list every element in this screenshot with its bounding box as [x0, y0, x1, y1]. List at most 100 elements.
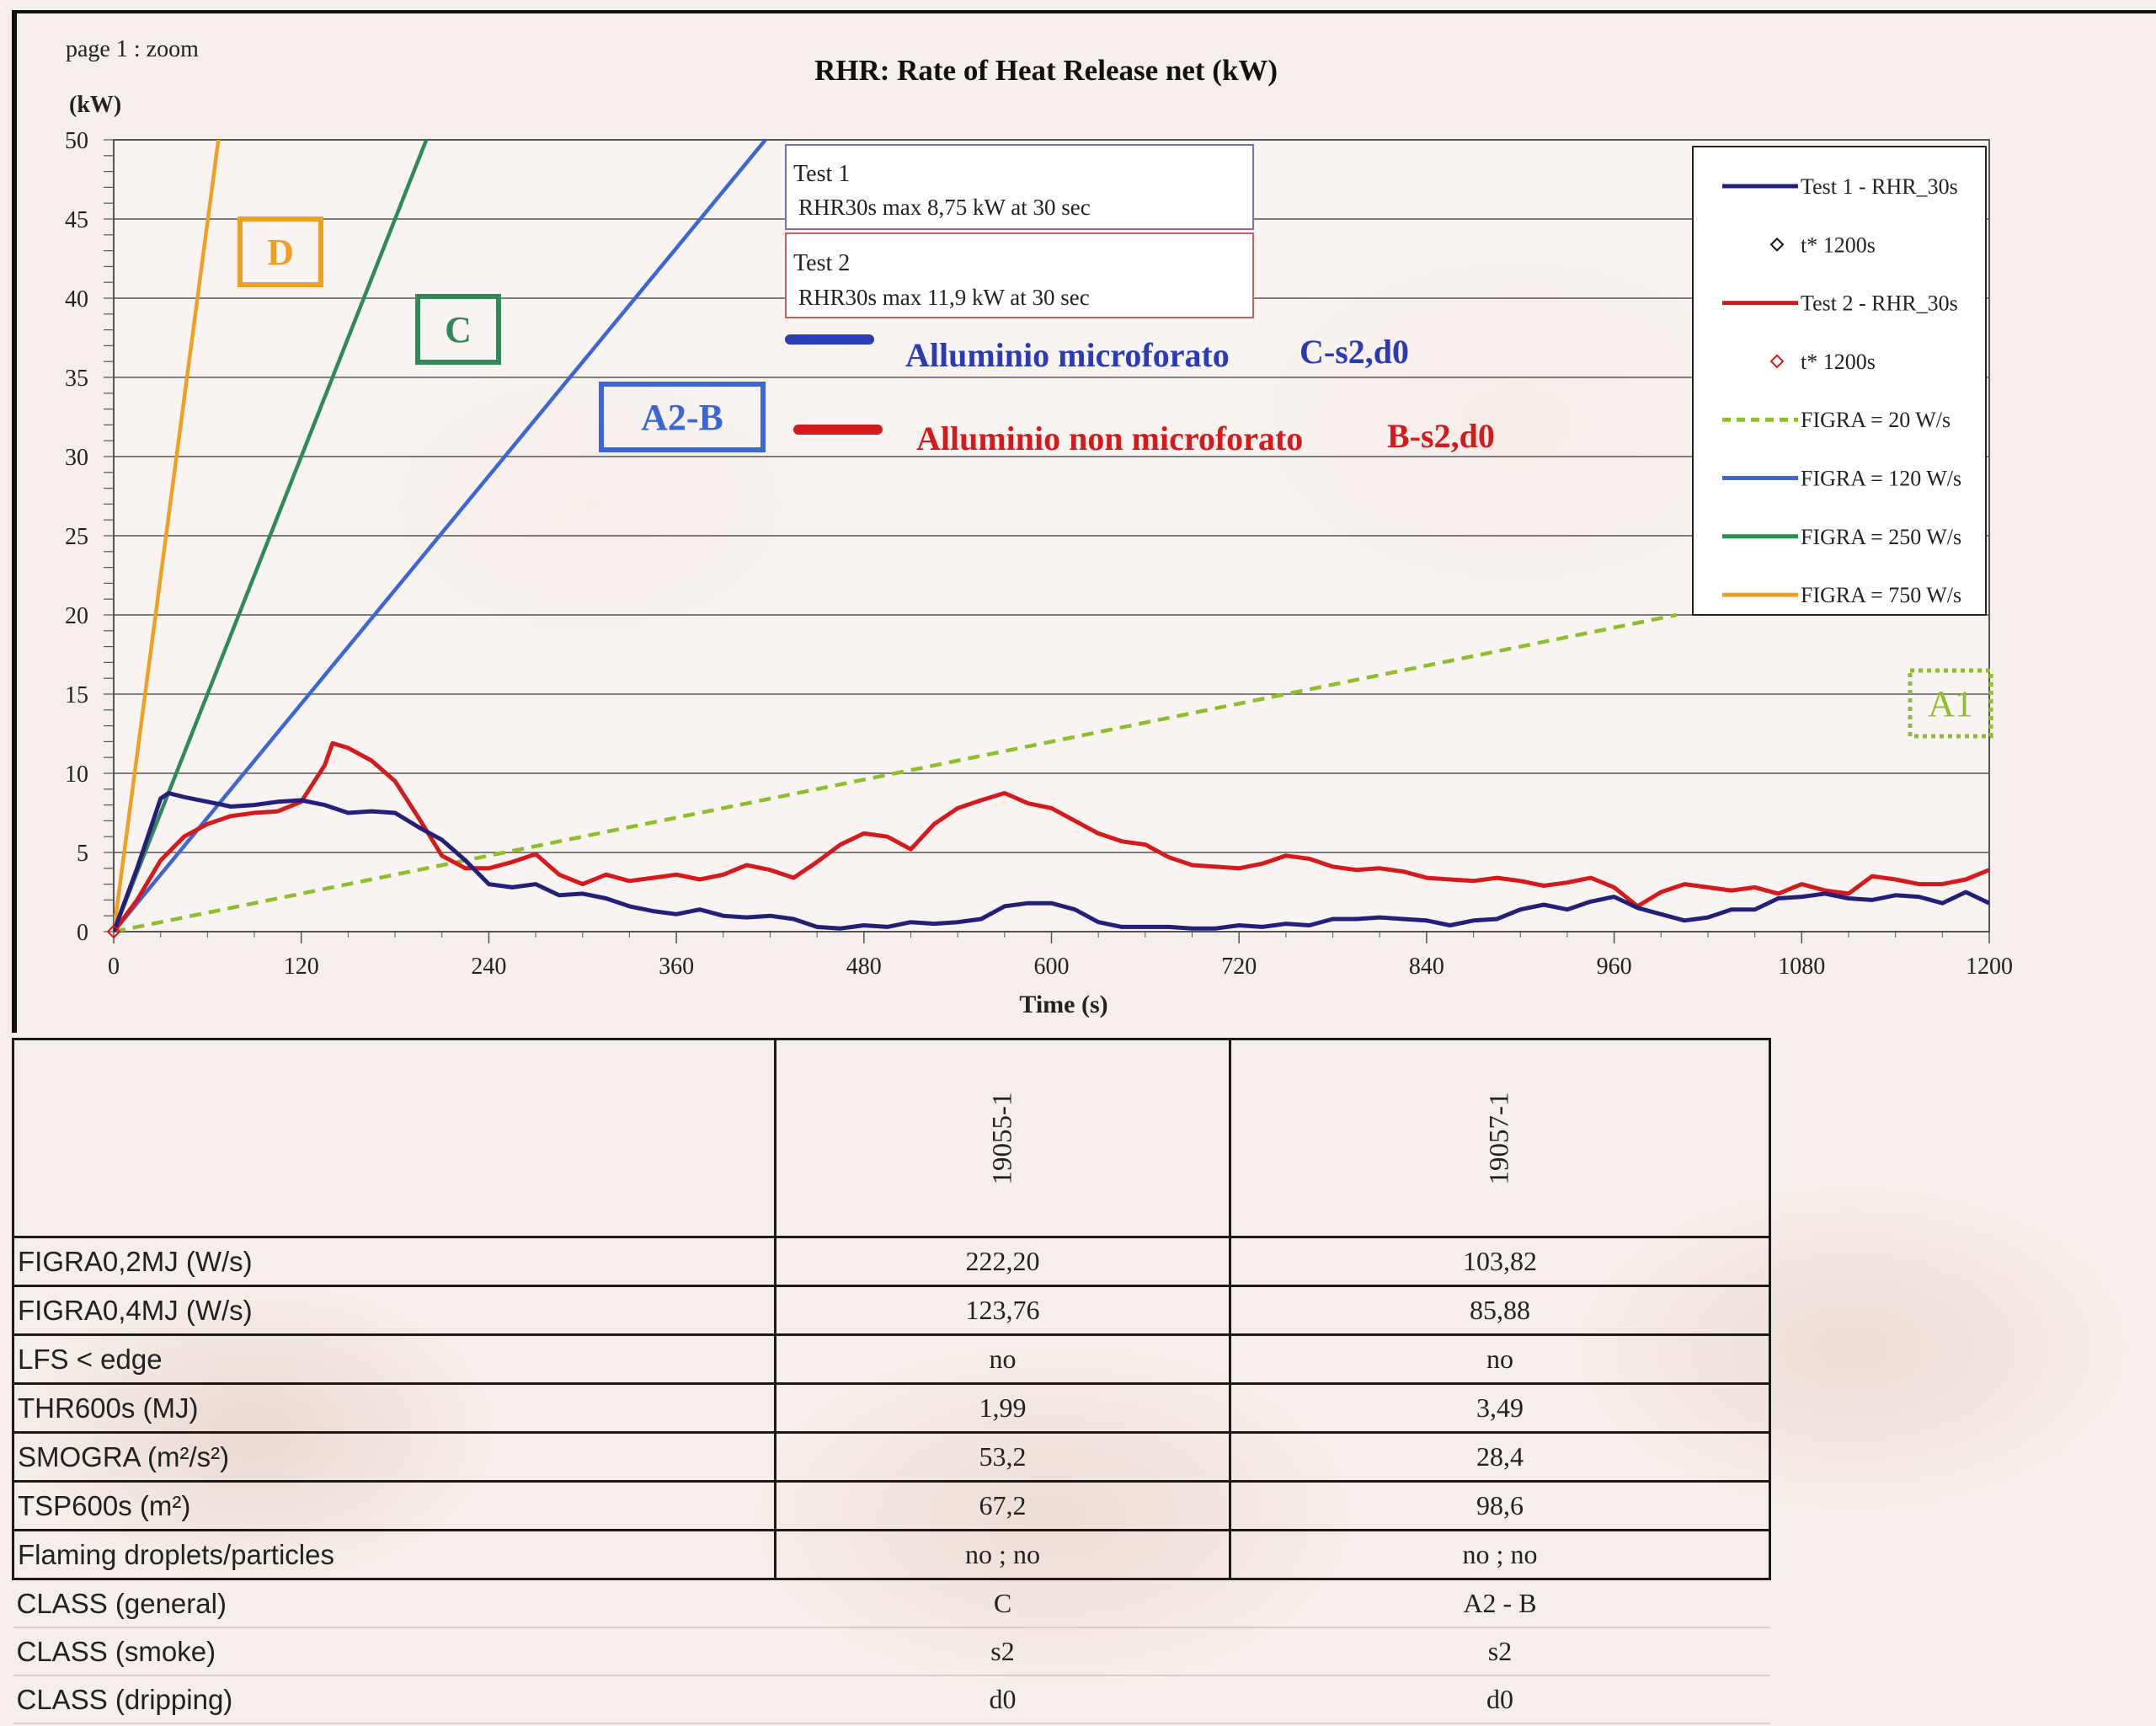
annotation-test-1: Test 1 RHR30s max 8,75 kW at 30 sec: [785, 144, 1254, 230]
row-label: THR600s (MJ): [12, 1382, 776, 1434]
class-box-c: C: [415, 294, 501, 365]
table-header-empty: [12, 1038, 776, 1238]
axes: 0 5 10 15 20 25 30 35 40 45 50 0 120 240 360 480 600 720 8…: [65, 128, 2013, 980]
cell-value: 123,76: [774, 1285, 1231, 1336]
row-label: FIGRA0,4MJ (W/s): [12, 1285, 776, 1336]
cell-value: C: [775, 1578, 1230, 1628]
table-row: FIGRA0,4MJ (W/s) 123,76 85,88: [12, 1285, 1771, 1336]
x-tick-label: 1200: [1966, 954, 2013, 980]
y-tick-label: 15: [65, 682, 88, 708]
y-tick-label: 20: [65, 603, 88, 629]
cell-value: d0: [1230, 1675, 1770, 1724]
svg-text:A2-B: A2-B: [641, 397, 723, 438]
svg-text:A1: A1: [1928, 683, 1973, 724]
y-tick-label: 0: [77, 920, 88, 946]
series-line-figra-250-w-s: [114, 140, 429, 932]
row-label: CLASS (general): [13, 1578, 776, 1628]
x-tick-label: 120: [284, 954, 319, 980]
legend-label: t* 1200s: [1801, 350, 1876, 374]
cell-value: s2: [775, 1627, 1230, 1676]
cell-value: s2: [1230, 1627, 1770, 1676]
cell-value: no ; no: [1229, 1529, 1771, 1580]
chart-panel: page 1 : zoom RHR: Rate of Heat Release …: [12, 10, 2156, 1033]
row-label: SMOGRA (m²/s²): [12, 1431, 776, 1483]
annotation-test-1-text: RHR30s max 8,75 kW at 30 sec: [798, 195, 1091, 220]
cell-value: no ; no: [774, 1529, 1231, 1580]
x-tick-label: 720: [1221, 954, 1257, 980]
table-column-header: 19055-1: [774, 1038, 1231, 1238]
table-row: CLASS (general) C A2 - B: [13, 1578, 1770, 1628]
svg-text:Alluminio microforato: Alluminio microforato: [905, 336, 1230, 374]
svg-text:Alluminio non microforato: Alluminio non microforato: [916, 419, 1303, 457]
x-tick-label: 840: [1409, 954, 1444, 980]
cell-value: 222,20: [774, 1236, 1231, 1287]
legend-item: FIGRA = 120 W/s: [1722, 467, 1961, 491]
legend: Test 1 - RHR_30s t* 1200s Test 2 - RHR_30s…: [1692, 146, 1987, 616]
table-row: Flaming droplets/particles no ; no no ; …: [12, 1529, 1771, 1580]
y-tick-label: 10: [65, 761, 88, 788]
table-row: CLASS (smoke) s2 s2: [13, 1627, 1770, 1676]
table-row: TSP600s (m²) 67,2 98,6: [12, 1480, 1771, 1531]
legend-item: t* 1200s: [1769, 232, 1876, 257]
svg-text:B-s2,d0: B-s2,d0: [1387, 417, 1495, 455]
class-box-d: D: [237, 216, 323, 287]
legend-label: FIGRA = 250 W/s: [1801, 525, 1961, 549]
y-tick-label: 30: [65, 445, 88, 471]
table-header-row: 19055-1 19057-1: [12, 1038, 1771, 1238]
legend-label: FIGRA = 120 W/s: [1801, 467, 1961, 491]
cell-value: 53,2: [774, 1431, 1231, 1483]
x-tick-label: 240: [471, 954, 506, 980]
table-row: CLASS (dripping) d0 d0: [13, 1675, 1770, 1724]
results-table: 19055-1 19057-1 FIGRA0,2MJ (W/s) 222,20 …: [12, 1038, 1771, 1724]
cell-value: A2 - B: [1230, 1578, 1770, 1628]
cell-value: 98,6: [1229, 1480, 1771, 1531]
y-tick-label: 45: [65, 207, 88, 233]
cell-value: 103,82: [1229, 1236, 1771, 1287]
legend-marker: [1769, 354, 1785, 369]
legend-label: Test 1 - RHR_30s: [1801, 174, 1958, 199]
x-tick-label: 360: [659, 954, 694, 980]
legend-label: FIGRA = 750 W/s: [1801, 583, 1961, 607]
svg-text:D: D: [267, 232, 294, 273]
row-label: FIGRA0,2MJ (W/s): [12, 1236, 776, 1287]
svg-text:C: C: [445, 309, 472, 350]
table-row: SMOGRA (m²/s²) 53,2 28,4: [12, 1431, 1771, 1483]
cell-value: no: [774, 1333, 1231, 1385]
legend-label: FIGRA = 20 W/s: [1801, 408, 1951, 432]
plot-series: [106, 140, 1989, 939]
series-line-test-1-rhr-30s: [114, 791, 1989, 932]
material-label-non-microforato: Alluminio non microforato B-s2,d0: [793, 417, 1495, 457]
table-row: THR600s (MJ) 1,99 3,49: [12, 1382, 1771, 1434]
x-tick-label: 600: [1034, 954, 1070, 980]
class-box-a2-b: A2-B: [599, 382, 766, 452]
cell-value: 28,4: [1229, 1431, 1771, 1483]
series-line-test-2-rhr-30s: [114, 740, 1989, 932]
x-tick-label: 0: [108, 954, 120, 980]
row-label: TSP600s (m²): [12, 1480, 776, 1531]
annotation-test-1-title: Test 1: [793, 161, 850, 187]
cell-value: 67,2: [774, 1480, 1231, 1531]
annotation-test-2-title: Test 2: [793, 250, 850, 276]
y-tick-label: 35: [65, 366, 88, 392]
row-label: LFS < edge: [12, 1333, 776, 1385]
legend-label: t* 1200s: [1801, 232, 1876, 257]
annotation-test-2: Test 2 RHR30s max 11,9 kW at 30 sec: [785, 232, 1254, 318]
chart-title: RHR: Rate of Heat Release net (kW): [814, 54, 1278, 87]
series-line-figra-750-w-s: [114, 140, 221, 932]
y-tick-label: 50: [65, 128, 88, 154]
material-label-microforato: Alluminio microforato C-s2,d0: [785, 333, 1409, 374]
legend-item: FIGRA = 250 W/s: [1722, 525, 1961, 549]
legend-item: Test 2 - RHR_30s: [1722, 291, 1958, 316]
x-axis-label: Time (s): [1019, 991, 1107, 1018]
legend-item: t* 1200s: [1769, 350, 1876, 374]
x-tick-label: 960: [1597, 954, 1632, 980]
row-label: CLASS (smoke): [13, 1627, 776, 1676]
row-label: Flaming droplets/particles: [12, 1529, 776, 1580]
x-tick-label: 1080: [1778, 954, 1825, 980]
origin-marker: [106, 924, 121, 939]
x-tick-label: 480: [846, 954, 882, 980]
rhr-chart: page 1 : zoom RHR: Rate of Heat Release …: [65, 36, 2013, 1018]
row-label: CLASS (dripping): [13, 1675, 776, 1724]
cell-value: 1,99: [774, 1382, 1231, 1434]
y-tick-label: 25: [65, 524, 88, 550]
